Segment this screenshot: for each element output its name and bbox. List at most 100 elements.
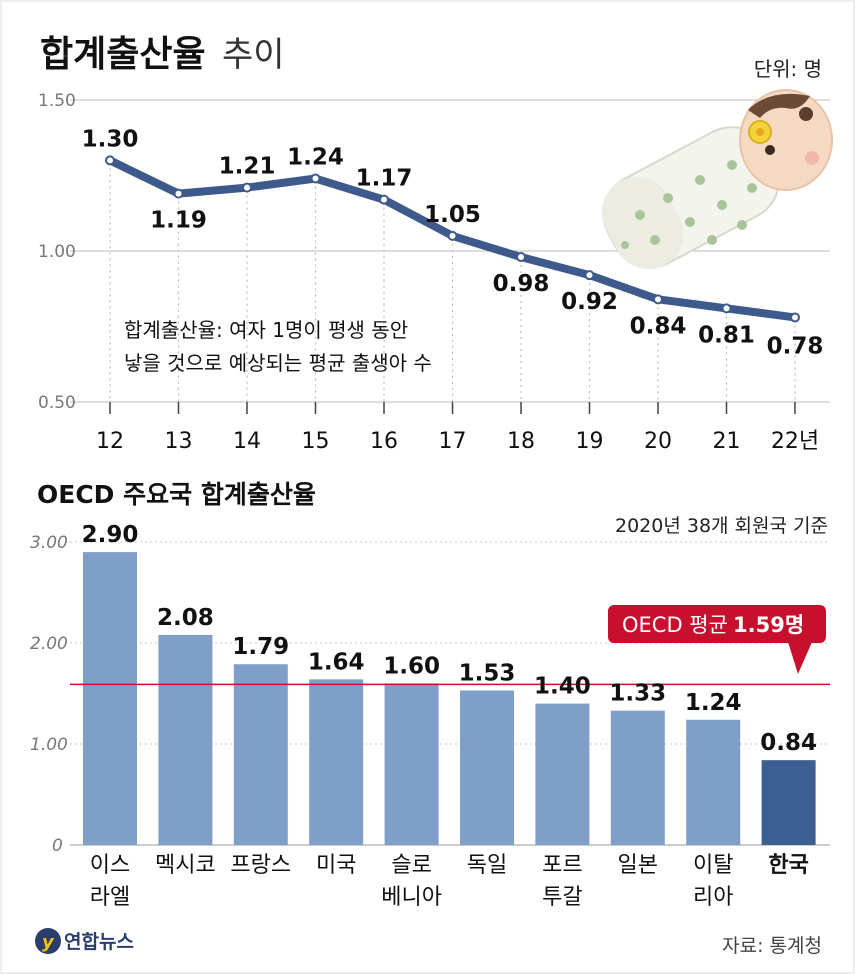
bar-value-label: 1.60 (383, 653, 440, 679)
data-point (379, 194, 389, 205)
category-label: 이스 (90, 853, 130, 878)
chart-subtitle: 추이 (222, 35, 285, 75)
bar (686, 719, 741, 845)
bar (460, 690, 514, 845)
bar (535, 703, 590, 845)
y-tick-label: 1.00 (38, 242, 76, 262)
bar-value-label: 1.64 (308, 649, 365, 675)
baby-illustration (601, 89, 833, 270)
bar (309, 679, 364, 845)
data-point (790, 312, 800, 323)
x-tick-label: 17 (439, 429, 467, 454)
data-point (310, 173, 321, 184)
category-label: 라엘 (90, 885, 130, 910)
y-tick-label: 0.50 (38, 393, 76, 413)
oecd-average-label: OECD 평균 (622, 613, 728, 637)
line-y-ticks: 1.50 1.00 0.50 (38, 91, 76, 413)
oecd-average-value: 1.59명 (733, 613, 804, 637)
oecd-average-callout: OECD 평균 1.59명 (608, 605, 826, 674)
category-label: 일본 (618, 853, 658, 878)
bar-value-label: 0.84 (760, 730, 817, 756)
bar-value-label: 1.53 (459, 660, 516, 686)
data-point (173, 188, 184, 199)
x-tick-label: 12 (96, 429, 124, 454)
category-label: 미국 (316, 853, 356, 878)
category-label: 포르 (542, 853, 582, 878)
y-tick-label: 2.00 (30, 634, 68, 654)
data-point (584, 270, 595, 281)
line-x-ticks: 12 13 14 15 16 17 18 19 20 21 22년 (96, 429, 819, 454)
line-chart-guides (109, 168, 796, 414)
y-tick-label: 3.00 (30, 533, 68, 553)
bar-value-label: 1.79 (232, 634, 289, 660)
category-label: 리아 (693, 885, 733, 910)
data-label: 1.19 (150, 208, 207, 234)
category-label: 프랑스 (230, 853, 291, 878)
data-point (447, 230, 458, 241)
data-label: 1.17 (356, 166, 413, 192)
data-label: 0.98 (493, 271, 550, 297)
line-data-labels: 1.30 1.19 1.21 1.24 1.17 1.05 0.98 0.92 0.84 0.81… (82, 126, 824, 359)
definition-note-line1: 합계출산율: 여자 1명이 평생 동안 (124, 318, 408, 342)
chart-title: 합계출산율 (40, 34, 206, 75)
line-chart: 1.30 1.19 1.21 1.24 1.17 1.05 0.98 0.92 0.84 0.81… (38, 91, 830, 454)
data-label: 0.92 (561, 289, 618, 315)
bar-value-label: 1.24 (685, 690, 742, 716)
source-note: 자료: 통계청 (722, 935, 822, 957)
bar (158, 634, 213, 845)
section-title-oecd: OECD 주요국 합계출산율 (37, 480, 316, 509)
data-point (653, 294, 663, 305)
x-tick-label: 14 (233, 429, 261, 454)
category-label: 독일 (467, 853, 507, 878)
logo-text: 연합뉴스 (64, 931, 134, 953)
bar-y-ticks: 3.00 2.00 1.00 0 (30, 533, 68, 856)
data-label: 0.81 (698, 322, 755, 348)
category-label: 이탈 (693, 853, 733, 878)
bar-value-label: 1.33 (609, 681, 666, 707)
x-tick-label: 15 (302, 429, 330, 454)
bar-value-label: 2.08 (157, 605, 214, 631)
category-label: 멕시코 (155, 853, 216, 878)
y-tick-label: 1.50 (38, 91, 76, 111)
category-label: 슬로 (391, 853, 431, 878)
data-label: 0.84 (630, 313, 687, 339)
category-label: 한국 (768, 853, 808, 878)
bar-value-label: 2.90 (82, 522, 139, 548)
x-tick-label: 13 (165, 429, 193, 454)
x-tick-label: 19 (576, 429, 604, 454)
data-label: 1.24 (287, 145, 344, 171)
x-tick-label: 18 (507, 429, 535, 454)
y-tick-label: 1.00 (30, 735, 68, 755)
data-label: 0.78 (767, 333, 824, 359)
line-points (105, 155, 800, 323)
basis-note: 2020년 38개 회원국 기준 (615, 515, 828, 537)
data-label: 1.21 (219, 154, 276, 180)
oecd-average-box (608, 605, 826, 643)
data-label: 1.05 (424, 202, 481, 228)
x-tick-label: 21 (713, 429, 741, 454)
x-tick-label: 22년 (771, 429, 819, 454)
bars (83, 552, 816, 845)
x-tick-label: 20 (644, 429, 672, 454)
bar-chart: 2.90 2.08 1.79 1.64 1.60 1.53 1.40 1.33 1.24 0.84… (30, 522, 830, 910)
x-tick-label: 16 (370, 429, 398, 454)
category-label: 베니아 (381, 885, 442, 910)
data-label: 1.30 (82, 126, 139, 152)
bar (610, 710, 665, 845)
bar (384, 683, 439, 845)
bar (233, 664, 288, 845)
data-point (721, 303, 732, 314)
yonhap-logo: y 연합뉴스 (35, 928, 134, 954)
svg-text:y: y (42, 932, 55, 953)
definition-note-line2: 낳을 것으로 예상되는 평균 출생아 수 (124, 351, 432, 375)
category-label: 투갈 (542, 885, 582, 910)
data-point (242, 182, 252, 193)
data-point (516, 252, 526, 263)
y-tick-label: 0 (52, 836, 63, 856)
oecd-average-pointer (788, 642, 812, 674)
unit-label: 단위: 명 (754, 57, 822, 81)
line-chart-grid (70, 99, 830, 403)
